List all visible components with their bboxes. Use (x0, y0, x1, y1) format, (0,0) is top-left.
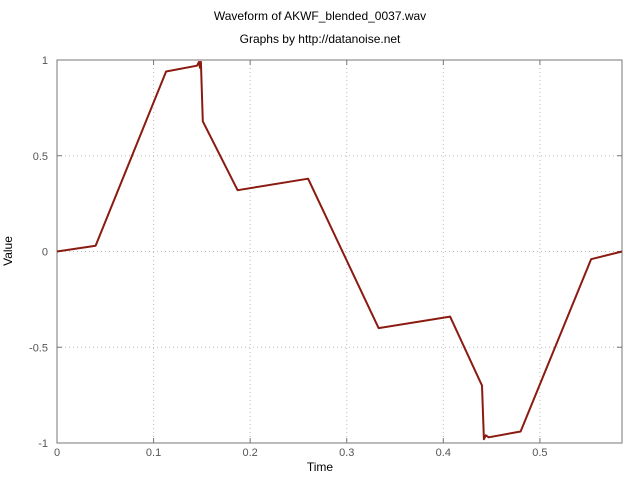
chart-title: Waveform of AKWF_blended_0037.wav (213, 9, 427, 23)
chart-subtitle: Graphs by http://datanoise.net (239, 32, 401, 46)
x-tick-label: 0.2 (243, 447, 258, 459)
x-tick-label: 0.3 (339, 447, 354, 459)
y-tick-label: 1 (42, 55, 48, 67)
y-tick-label: -1 (38, 438, 48, 450)
series-line (56, 60, 623, 441)
x-tick-label: 0.4 (436, 447, 451, 459)
y-tick-label: -0.5 (29, 342, 48, 354)
y-tick-label: 0 (42, 247, 48, 259)
x-axis-label: Time (306, 460, 334, 474)
y-tick-label: 0.5 (33, 151, 48, 163)
grid (56, 59, 622, 444)
series-layer (56, 60, 623, 441)
x-tick-label: 0 (54, 447, 60, 459)
x-tick-label: 0.1 (146, 447, 161, 459)
x-tick-label: 0.5 (532, 447, 547, 459)
axis-ticks: 0 0.1 0.2 0.3 0.4 0.5 1 0.5 0 -0.5 -1 (29, 55, 622, 459)
